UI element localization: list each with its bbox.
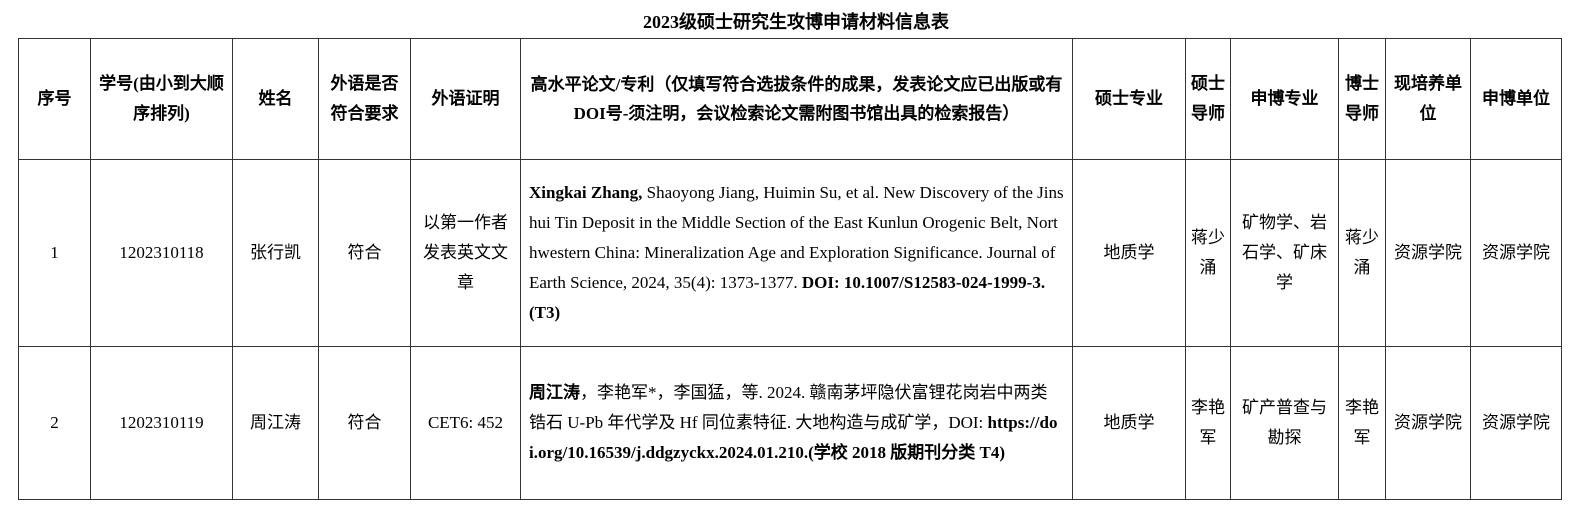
header-current-unit: 现培养单位: [1385, 38, 1471, 160]
cell-master-major: 地质学: [1072, 346, 1186, 500]
header-row: 序号 学号(由小到大顺序排列) 姓名 外语是否符合要求 外语证明 高水平论文/专…: [18, 38, 1562, 160]
cell-phd-advisor: 蒋少涌: [1338, 159, 1386, 347]
header-lang-proof: 外语证明: [410, 38, 521, 160]
cell-apply-unit: 资源学院: [1470, 159, 1562, 347]
paper-author-bold: 周江涛: [529, 383, 580, 402]
paper-doi: https://doi.org/10.16539/j.ddgzyckx.2024…: [529, 413, 1058, 462]
header-apply-unit: 申博单位: [1470, 38, 1562, 160]
cell-phd-advisor: 李艳军: [1338, 346, 1386, 500]
cell-lang-ok: 符合: [318, 346, 411, 500]
cell-lang-proof: 以第一作者发表英文文章: [410, 159, 521, 347]
cell-lang-ok: 符合: [318, 159, 411, 347]
header-master-major: 硕士专业: [1072, 38, 1186, 160]
paper-author-bold: Xingkai Zhang,: [529, 183, 643, 202]
header-master-advisor: 硕士导师: [1185, 38, 1231, 160]
cell-master-major: 地质学: [1072, 159, 1186, 347]
cell-paper: 周江涛，李艳军*，李国猛，等. 2024. 赣南茅坪隐伏富锂花岗岩中两类锆石 U…: [520, 346, 1073, 500]
paper-body: Shaoyong Jiang, Huimin Su, et al. New Di…: [529, 183, 1064, 292]
page-title: 2023级硕士研究生攻博申请材料信息表: [643, 12, 949, 32]
table-row: 1 1202310118 张行凯 符合 以第一作者发表英文文章 Xingkai …: [18, 159, 1562, 347]
info-table: 序号 学号(由小到大顺序排列) 姓名 外语是否符合要求 外语证明 高水平论文/专…: [18, 38, 1562, 500]
header-phd-advisor: 博士导师: [1338, 38, 1386, 160]
header-student-id: 学号(由小到大顺序排列): [90, 38, 233, 160]
header-paper: 高水平论文/专利（仅填写符合选拔条件的成果，发表论文应已出版或有DOI号-须注明…: [520, 38, 1073, 160]
cell-current-unit: 资源学院: [1385, 346, 1471, 500]
cell-master-advisor: 蒋少涌: [1185, 159, 1231, 347]
cell-index: 2: [18, 346, 91, 500]
cell-apply-unit: 资源学院: [1470, 346, 1562, 500]
cell-name: 张行凯: [232, 159, 319, 347]
cell-current-unit: 资源学院: [1385, 159, 1471, 347]
header-index: 序号: [18, 38, 91, 160]
header-name: 姓名: [232, 38, 319, 160]
cell-student-id: 1202310118: [90, 159, 233, 347]
table-row: 2 1202310119 周江涛 符合 CET6: 452 周江涛，李艳军*，李…: [18, 346, 1562, 500]
cell-name: 周江涛: [232, 346, 319, 500]
cell-phd-major: 矿产普查与勘探: [1230, 346, 1339, 500]
header-lang-ok: 外语是否符合要求: [318, 38, 411, 160]
paper-body: ，李艳军*，李国猛，等. 2024. 赣南茅坪隐伏富锂花岗岩中两类锆石 U-Pb…: [529, 383, 1048, 432]
cell-student-id: 1202310119: [90, 346, 233, 500]
paper-doi: DOI: 10.1007/S12583-024-1999-3. (T3): [529, 273, 1046, 322]
cell-phd-major: 矿物学、岩石学、矿床学: [1230, 159, 1339, 347]
cell-master-advisor: 李艳军: [1185, 346, 1231, 500]
cell-index: 1: [18, 159, 91, 347]
cell-lang-proof: CET6: 452: [410, 346, 521, 500]
cell-paper: Xingkai Zhang, Shaoyong Jiang, Huimin Su…: [520, 159, 1073, 347]
header-phd-major: 申博专业: [1230, 38, 1339, 160]
